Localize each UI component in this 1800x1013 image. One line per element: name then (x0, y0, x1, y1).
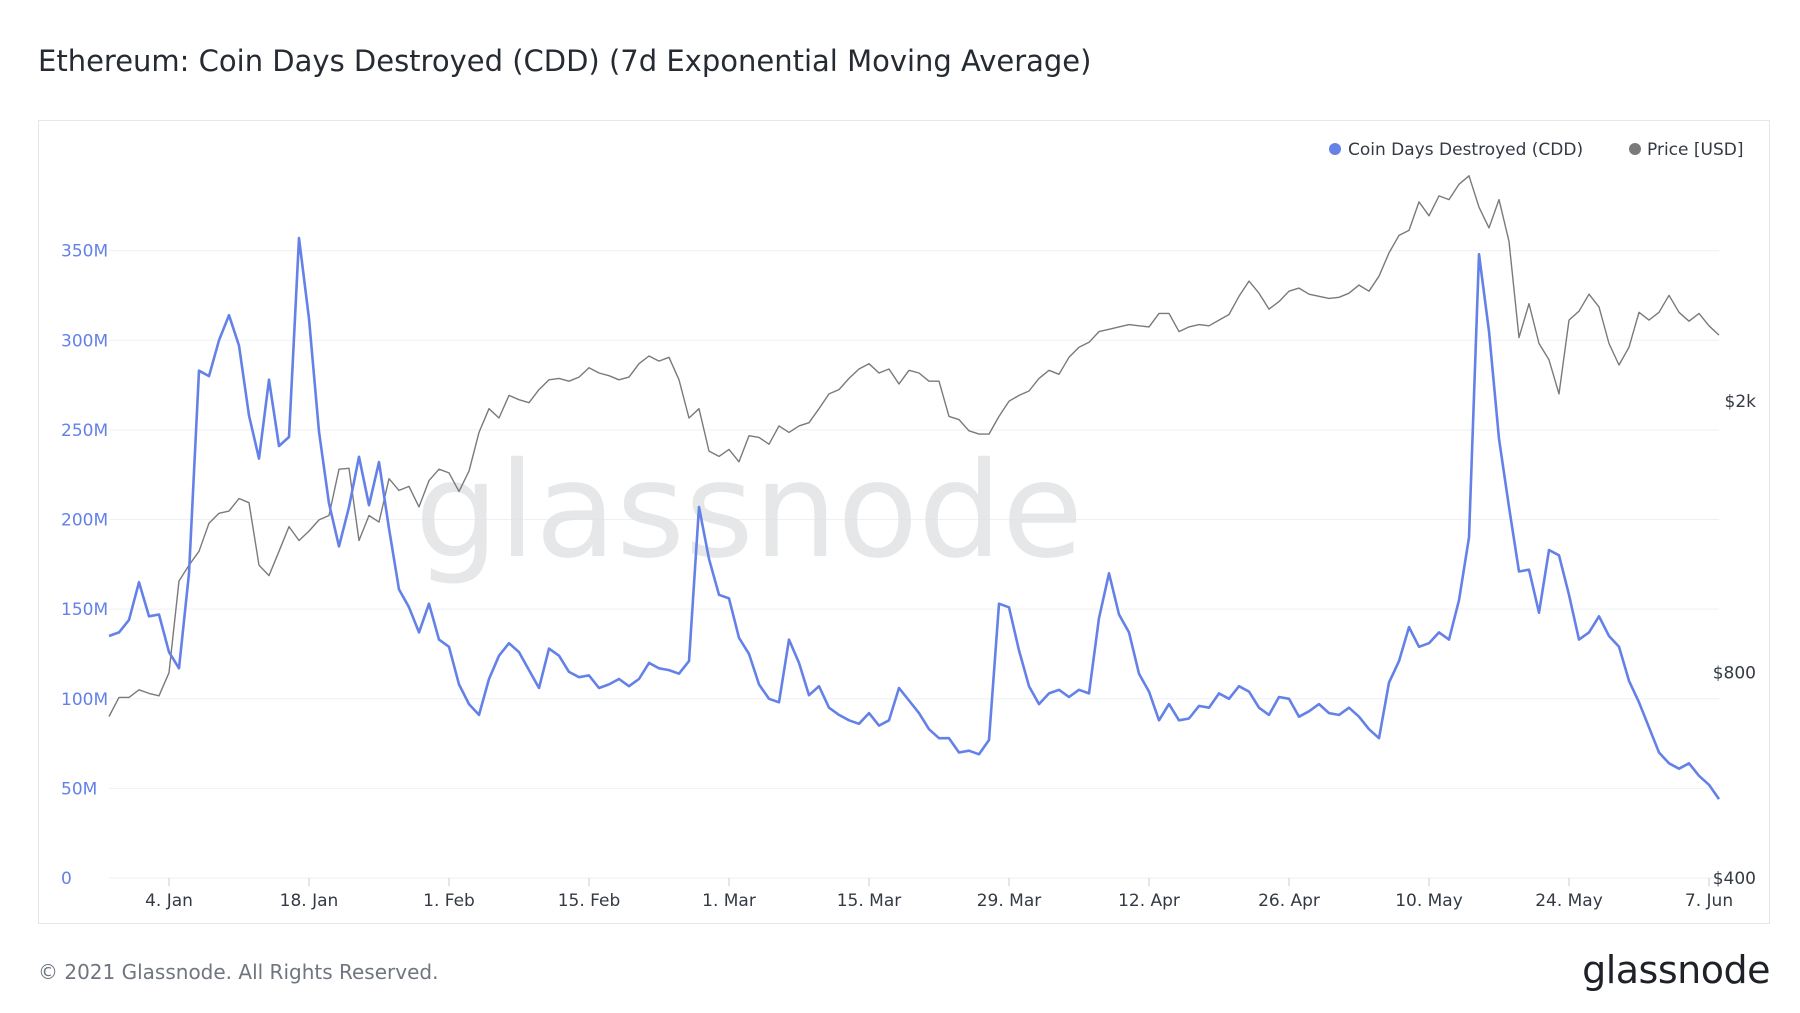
legend[interactable]: Coin Days Destroyed (CDD) Price [USD] (1329, 140, 1743, 160)
right-tick-label: $400 (1713, 869, 1756, 889)
chart-title: Ethereum: Coin Days Destroyed (CDD) (7d … (38, 44, 1092, 78)
left-tick-label: 0 (61, 869, 72, 889)
left-tick-label: 350M (61, 242, 108, 262)
right-tick-label: $800 (1713, 664, 1756, 684)
x-tick-label: 12. Apr (1118, 891, 1180, 911)
glassnode-logo[interactable]: glassnode (1582, 948, 1770, 992)
right-tick-label: $2k (1725, 392, 1757, 412)
left-tick-label: 100M (61, 690, 108, 710)
watermark-text: glassnode (415, 434, 1083, 588)
x-tick-label: 10. May (1395, 891, 1463, 911)
footer-copyright: © 2021 Glassnode. All Rights Reserved. (38, 960, 439, 984)
x-tick-label: 26. Apr (1258, 891, 1320, 911)
chart-frame: glassnode 0 50M 100M 150M 200M 250M 300M 350M $… (38, 120, 1770, 924)
x-tick-label: 7. Jun (1685, 891, 1733, 911)
legend-cdd-label[interactable]: Coin Days Destroyed (CDD) (1348, 140, 1583, 160)
x-tick-label: 15. Feb (558, 891, 621, 911)
chart-plot[interactable]: glassnode 0 50M 100M 150M 200M 250M 300M 350M $… (39, 121, 1771, 925)
legend-cdd-marker (1329, 143, 1341, 155)
legend-price-label[interactable]: Price [USD] (1647, 140, 1743, 160)
cdd-series-line[interactable] (108, 236, 1721, 800)
x-axis: 4. Jan 18. Jan 1. Feb 15. Feb 1. Mar 15. Mar 2… (145, 878, 1733, 911)
right-axis: $400 $800 $2k (1713, 392, 1756, 889)
x-tick-label: 29. Mar (977, 891, 1042, 911)
legend-price-marker (1629, 143, 1641, 155)
left-tick-label: 300M (61, 331, 108, 351)
x-tick-label: 15. Mar (837, 891, 902, 911)
left-tick-label: 200M (61, 511, 108, 531)
x-tick-label: 1. Feb (423, 891, 475, 911)
price-series-line[interactable] (108, 175, 1720, 717)
x-tick-label: 4. Jan (145, 891, 193, 911)
left-tick-label: 250M (61, 421, 108, 441)
x-tick-label: 24. May (1535, 891, 1603, 911)
series-lines (108, 175, 1721, 800)
x-tick-label: 1. Mar (702, 891, 756, 911)
left-tick-label: 150M (61, 600, 108, 620)
left-tick-label: 50M (61, 779, 97, 799)
grid-lines (109, 250, 1719, 879)
x-tick-label: 18. Jan (280, 891, 339, 911)
left-axis: 0 50M 100M 150M 200M 250M 300M 350M (61, 242, 108, 889)
